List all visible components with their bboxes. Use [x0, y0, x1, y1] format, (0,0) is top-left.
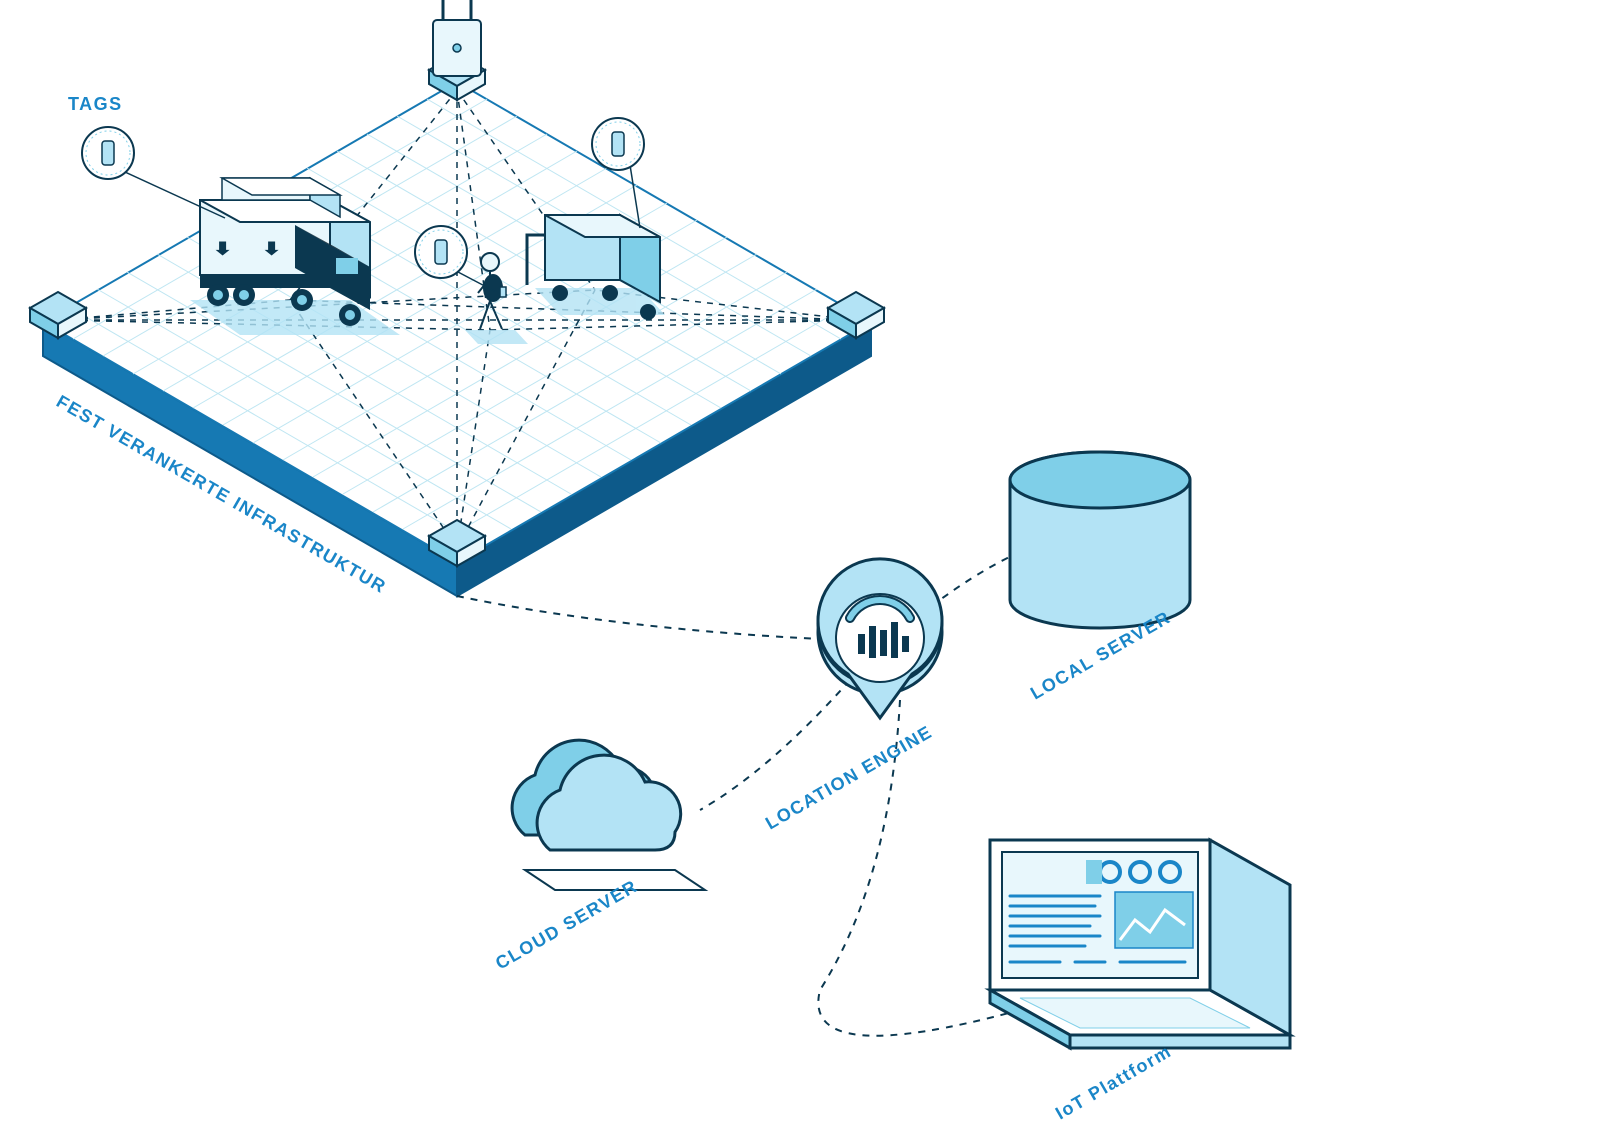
label-tags: TAGS — [68, 94, 123, 114]
cloud-icon — [512, 740, 705, 890]
laptop-icon — [990, 840, 1290, 1048]
label-iot-platform: IoT Plattform — [1052, 1041, 1175, 1124]
label-location-engine: LOCATION ENGINE — [762, 722, 936, 834]
database-icon — [1010, 452, 1190, 628]
tag-badge-2 — [415, 226, 467, 278]
diagram-svg: TAGS FEST VERANKERTE INFRASTRUKTUR CLOUD… — [0, 0, 1607, 1136]
gateway-icon — [433, 0, 481, 76]
tag-badge-1 — [82, 127, 134, 179]
tag-badge-3 — [592, 118, 644, 170]
